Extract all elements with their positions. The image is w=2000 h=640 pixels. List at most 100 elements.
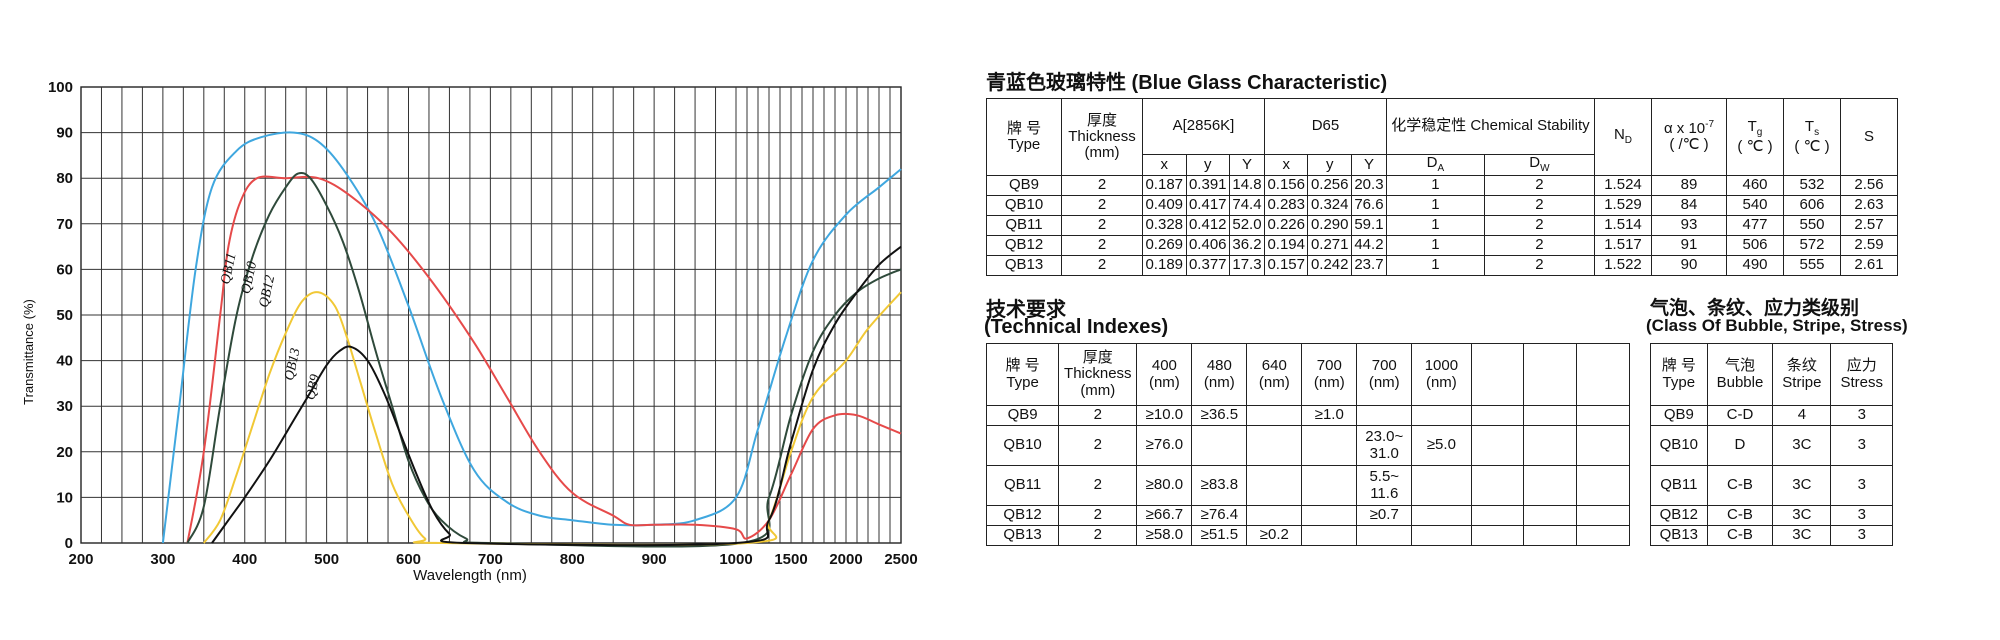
x-tick-labels: 200 300 400 500 600 700 800 900 1000 1500 2000 2500 <box>68 551 917 568</box>
table-cell: 550 <box>1783 214 1841 236</box>
table-cell: ≥1.0 <box>1301 405 1358 426</box>
x-tick-label: 1500 <box>774 551 807 568</box>
table-cell: 2.59 <box>1840 234 1898 256</box>
table-cell: 89 <box>1651 174 1727 196</box>
table-cell: D <box>1706 425 1774 466</box>
chart-curves <box>161 131 902 548</box>
table-cell: QB13 <box>986 254 1062 276</box>
table-cell: 76.6 <box>1350 194 1387 216</box>
table-cell <box>1246 425 1303 466</box>
table-cell: 1.517 <box>1594 234 1652 256</box>
table-cell: ≥76.0 <box>1136 425 1193 466</box>
table-cell: 606 <box>1783 194 1841 216</box>
curve-label-qb12: QB12 <box>257 274 278 309</box>
table-cell: 17.3 <box>1229 254 1265 276</box>
y-tick-label: 80 <box>56 170 73 187</box>
table-cell: QB9 <box>1650 405 1708 426</box>
table-cell: 4 <box>1772 405 1832 426</box>
x-axis-label: Wavelength (nm) <box>413 567 527 584</box>
table-cell: 1.524 <box>1594 174 1652 196</box>
table-cell <box>1301 465 1358 506</box>
sub-header-x: x <box>1263 154 1309 176</box>
table-cell: 0.391 <box>1185 174 1230 196</box>
table-cell <box>1523 525 1578 546</box>
section3-title-cn: 气泡、条纹、应力类级别 <box>1650 298 1860 319</box>
table-cell: 2 <box>1483 214 1596 236</box>
table-cell <box>1523 425 1578 466</box>
x-tick-label: 700 <box>478 551 503 568</box>
table-cell: 23.0~ 31.0 <box>1356 425 1413 466</box>
series-line-qb10 <box>186 175 902 544</box>
table-cell: 2.63 <box>1840 194 1898 216</box>
table-cell: 2 <box>1061 174 1143 196</box>
table-header-cell <box>1576 343 1630 406</box>
series-line-qb11 <box>161 131 902 544</box>
table-cell: QB11 <box>1650 465 1708 506</box>
table-cell <box>1523 465 1578 506</box>
y-tick-label: 0 <box>65 535 73 552</box>
header-d65: D65 <box>1263 98 1387 155</box>
table-cell: 3C <box>1772 525 1832 546</box>
table-cell: ≥76.4 <box>1191 505 1248 526</box>
table-cell <box>1470 405 1525 426</box>
series-line-qb9 <box>211 245 902 547</box>
table-cell <box>1246 505 1303 526</box>
table-cell: 23.7 <box>1350 254 1387 276</box>
table-cell: 2 <box>1058 465 1138 506</box>
table-row: QB13 2 0.189 0.377 17.3 0.157 0.242 23.7 1 2 1.522… <box>986 254 1898 276</box>
section2-title-en: (Technical Indexes) <box>984 316 1169 338</box>
table-header-cell: 厚度 Thickness (mm) <box>1058 343 1138 406</box>
y-tick-label: 90 <box>56 125 73 142</box>
table-cell: QB12 <box>985 505 1060 526</box>
table-cell <box>1301 505 1358 526</box>
table-cell <box>1356 525 1413 546</box>
table-cell: ≥5.0 <box>1411 425 1472 466</box>
table-cell: 2 <box>1058 425 1138 466</box>
table-cell: QB12 <box>986 234 1062 256</box>
table-cell: QB11 <box>986 214 1062 236</box>
table-cell <box>1301 425 1358 466</box>
table-header-cell: 480 (nm) <box>1191 343 1248 406</box>
table-header-cell: 条纹 Stripe <box>1772 343 1832 406</box>
table-cell: 1 <box>1385 194 1485 216</box>
table-cell: 540 <box>1726 194 1784 216</box>
technical-indexes-table: 牌 号 Type 厚度 Thickness (mm) 400 (nm) 480 (nm… <box>985 343 1630 546</box>
table-cell: QB9 <box>985 405 1060 426</box>
table-cell: 3C <box>1772 465 1832 506</box>
table-cell <box>1576 405 1630 426</box>
table-cell: QB13 <box>1650 525 1708 546</box>
sub-header-y: y <box>1307 154 1352 176</box>
table-cell: 59.1 <box>1350 214 1387 236</box>
x-tick-label: 600 <box>396 551 421 568</box>
table-row: QB13 2 ≥58.0 ≥51.5 ≥0.2 <box>985 525 1630 546</box>
y-tick-label: 40 <box>56 353 73 370</box>
table-cell: 0.269 <box>1142 234 1187 256</box>
table-cell: 2.57 <box>1840 214 1898 236</box>
table-cell: 572 <box>1783 234 1841 256</box>
table-cell: 0.226 <box>1263 214 1309 236</box>
x-tick-label: 500 <box>314 551 339 568</box>
table-row: QB12 C-B 3C 3 <box>1650 505 1893 526</box>
table-cell: 0.156 <box>1263 174 1309 196</box>
table-cell: 3C <box>1772 425 1832 466</box>
y-tick-label: 20 <box>56 444 73 461</box>
section2-title-cn: 技术要求 <box>986 299 1066 321</box>
table-header-cell: 牌 号 Type <box>985 343 1060 406</box>
table-cell: QB9 <box>986 174 1062 196</box>
table-cell: 20.3 <box>1350 174 1387 196</box>
table-cell: 1.522 <box>1594 254 1652 276</box>
table-cell: 1 <box>1385 254 1485 276</box>
table-cell <box>1576 505 1630 526</box>
curve-label-qb9: QB9 <box>303 373 323 401</box>
sub-header-Y: Y <box>1350 154 1387 176</box>
table-cell <box>1301 525 1358 546</box>
header-nd: ND <box>1594 98 1652 176</box>
table-cell <box>1576 525 1630 546</box>
y-tick-label: 50 <box>56 307 73 324</box>
table-header-cell <box>1523 343 1578 406</box>
table-cell: 0.412 <box>1185 214 1230 236</box>
x-tick-label: 2500 <box>884 551 917 568</box>
y-tick-label: 70 <box>56 216 73 233</box>
table-cell: 3C <box>1772 505 1832 526</box>
table-header-cell: 牌 号 Type <box>1650 343 1708 406</box>
